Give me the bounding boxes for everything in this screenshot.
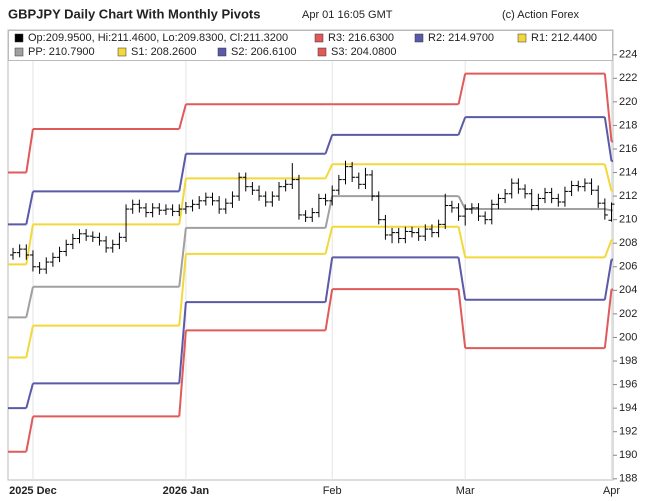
y-tick-label: 200 (619, 331, 637, 343)
pivot-connector (324, 163, 334, 179)
legend-label: S1: 208.2600 (131, 46, 196, 58)
legend-swatch (314, 33, 324, 43)
y-tick-label: 192 (619, 426, 637, 438)
y-tick-label: 224 (619, 49, 637, 61)
pivot-connector (603, 289, 613, 349)
pivot-connector (603, 73, 613, 142)
y-tick-label: 202 (619, 308, 637, 320)
pivot-connector (457, 73, 467, 105)
y-tick-label: 208 (619, 237, 637, 249)
legend-label: S2: 206.6100 (231, 46, 296, 58)
pivot-connector (324, 289, 334, 331)
chart-title: GBPJPY Daily Chart With Monthly Pivots (8, 6, 260, 21)
chart-subtitle: Apr 01 16:05 GMT (302, 9, 393, 21)
legend-swatch (14, 33, 24, 43)
legend-label: Op:209.9500, Hi:211.4600, Lo:209.8300, C… (28, 32, 288, 44)
pivot-connector (25, 191, 34, 225)
y-tick-label: 220 (619, 96, 637, 108)
pivot-connector (457, 116, 467, 136)
y-tick-label: 212 (619, 190, 637, 202)
credit: (c) Action Forex (502, 9, 580, 21)
pivot-connector (25, 286, 34, 318)
pivot-connector (457, 226, 467, 258)
pivot-connector (603, 164, 613, 192)
legend-swatch (414, 33, 424, 43)
pivot-connector (604, 208, 612, 212)
pivot-connector (324, 134, 334, 155)
y-tick-label: 206 (619, 261, 637, 273)
legend-label: R2: 214.9700 (428, 32, 494, 44)
x-tick-label: Apr (603, 485, 620, 497)
legend-swatch (517, 33, 527, 43)
pivot-connector (457, 195, 467, 210)
pivot-connector (178, 103, 187, 130)
pivot-connector (178, 253, 187, 326)
y-tick-label: 204 (619, 284, 637, 296)
x-tick-label: Mar (456, 485, 475, 497)
x-tick-label: Feb (323, 485, 342, 497)
pivot-connector (178, 330, 187, 417)
pivot-connector (603, 239, 613, 258)
pivot-connector (457, 257, 467, 300)
legend-swatch (14, 47, 24, 57)
pivot-connector (25, 416, 34, 452)
legend-swatch (317, 47, 327, 57)
pivot-connector (324, 226, 334, 255)
legend-label: S3: 204.0800 (331, 46, 396, 58)
pivot-connector (178, 153, 187, 192)
y-tick-label: 190 (619, 449, 637, 461)
y-tick-label: 194 (619, 402, 637, 414)
pivot-connector (457, 289, 467, 349)
x-tick-label: 2025 Dec (9, 485, 57, 497)
y-tick-label: 188 (619, 473, 637, 485)
x-tick-label: 2026 Jan (163, 485, 210, 497)
y-tick-label: 196 (619, 378, 637, 390)
pivot-connector (178, 178, 187, 225)
pivot-connector (324, 195, 334, 229)
legend-swatch (117, 47, 127, 57)
y-tick-label: 222 (619, 72, 637, 84)
y-tick-label: 210 (619, 214, 637, 226)
legend-swatch (217, 47, 227, 57)
pivot-connector (25, 383, 34, 409)
pivot-connector (324, 257, 334, 303)
legend-box (8, 30, 613, 61)
pivot-connector (25, 224, 34, 265)
legend-label: R1: 212.4400 (531, 32, 597, 44)
legend-label: PP: 210.7900 (28, 46, 95, 58)
pivot-connector (25, 128, 34, 173)
legend-label: R3: 216.6300 (328, 32, 394, 44)
y-tick-label: 214 (619, 166, 637, 178)
pivot-connector (603, 259, 613, 300)
y-tick-label: 216 (619, 143, 637, 155)
pivot-connector (603, 117, 613, 162)
pivot-connector (25, 325, 34, 358)
y-tick-label: 198 (619, 355, 637, 367)
pivot-connector (178, 302, 187, 384)
pivot-connector (178, 227, 187, 287)
y-tick-label: 218 (619, 119, 637, 131)
